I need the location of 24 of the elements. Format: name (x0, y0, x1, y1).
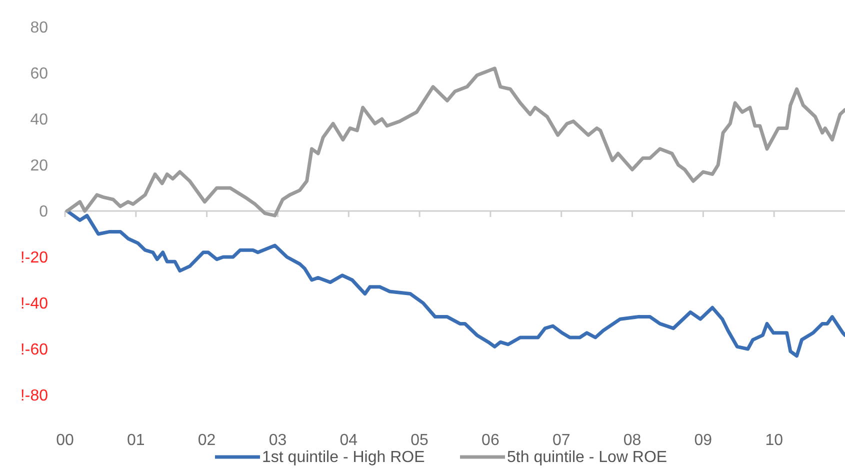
y-tick-label: 0 (39, 204, 48, 221)
legend-label: 1st quintile - High ROE (262, 449, 425, 466)
x-tick-label: 02 (198, 432, 216, 449)
y-tick-label: 40 (30, 112, 48, 129)
x-tick-label: 00 (56, 432, 74, 449)
x-tick-label: 06 (482, 432, 500, 449)
line-series (65, 209, 845, 358)
x-tick-label: 10 (765, 432, 784, 449)
legend-label: 5th quintile - Low ROE (507, 449, 668, 466)
y-tick-label: !-40 (20, 296, 48, 313)
x-tick-label: 04 (340, 432, 358, 449)
x-tick-label: 01 (127, 432, 145, 449)
y-tick-label: !-20 (20, 250, 48, 267)
y-tick-label: 80 (30, 20, 48, 37)
y-tick-label: !-80 (20, 388, 48, 405)
x-tick-label: 09 (694, 432, 712, 449)
x-tick-label: 05 (410, 432, 429, 449)
x-tick-label: 03 (268, 432, 287, 449)
x-tick-label: 08 (623, 432, 642, 449)
y-tick-label: !-60 (20, 342, 48, 359)
line-series (65, 66, 845, 218)
y-tick-label: 60 (30, 66, 48, 83)
x-tick-label: 07 (552, 432, 570, 449)
y-tick-label: 20 (30, 158, 48, 175)
